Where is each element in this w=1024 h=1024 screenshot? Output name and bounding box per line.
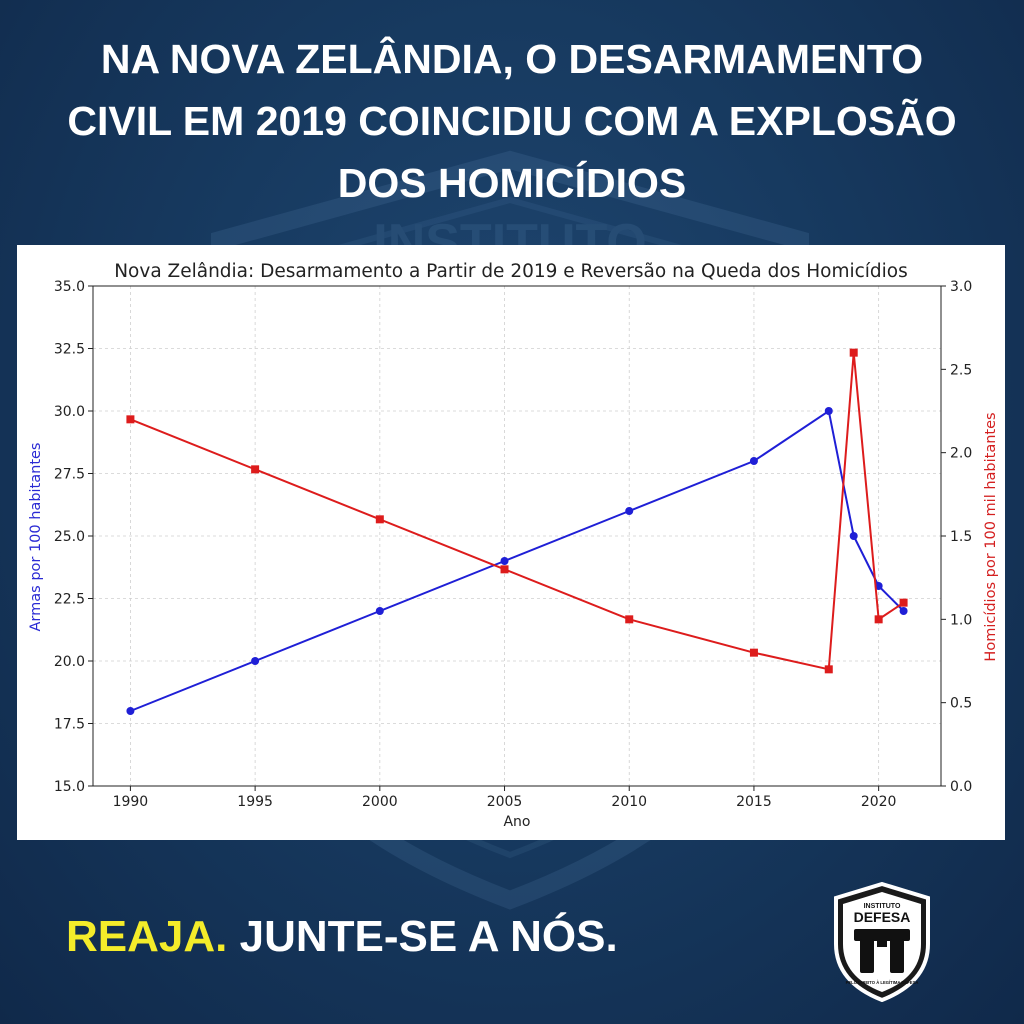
series-homicidios-point [874,615,883,624]
series-homicidios-point [625,615,634,624]
headline-line-3: DOS HOMICÍDIOS [337,160,687,206]
logo-top-text: INSTITUTO [864,903,901,910]
axes-layer: 1990 1995 2000 2005 2010 2015 2020 15.0 17.5 20.0… [54,279,972,810]
chart-card: 1990 1995 2000 2005 2010 2015 2020 15.0 17.5 20.0… [17,245,1005,840]
x-tick-label: 2000 [362,794,398,810]
x-tick-label: 2020 [861,794,897,810]
y-left-tick-label: 22.5 [54,592,85,608]
series-homicidios-point [849,348,858,357]
grid-layer [93,285,941,787]
series-armas-line [130,409,905,712]
logo-name: DEFESA [854,909,911,925]
instituto-defesa-logo: INSTITUTO DEFESA PELO DIREITO À LEGÍTIMA… [834,882,930,1002]
series-armas-point [500,557,509,565]
series-armas-point [126,707,135,715]
series-armas-point [899,607,908,615]
y-left-tick-label: 17.5 [54,717,85,733]
series-homicidios-point [824,665,833,674]
y-right-tick-label: 0.0 [950,779,972,795]
call-to-action-accent: REAJA. [66,912,228,961]
series-homicidios-point [126,415,135,424]
y-right-tick-label: 1.5 [950,529,972,545]
y-left-tick-label: 15.0 [54,779,85,795]
y-left-tick-label: 32.5 [54,342,85,358]
y-left-tick-label: 30.0 [54,404,85,420]
series-armas-point [251,657,260,665]
y-left-tick-label: 27.5 [54,467,85,483]
logo-motto: PELO DIREITO À LEGÍTIMA DEFESA [846,980,919,985]
series-homicidios-point [500,565,509,574]
series-homicidios-point [749,648,758,657]
call-to-action: REAJA. JUNTE-SE A NÓS. [66,912,618,962]
y-left-tick-label: 35.0 [54,279,85,295]
series-homicidios-line [130,352,905,671]
series-armas-point [749,457,758,465]
series-homicidios-point [251,465,260,474]
headline-line-2: CIVIL EM 2019 COINCIDIU COM A EXPLOSÃO [67,98,957,144]
y-axis-right-label: Homicídios por 100 mil habitantes [983,412,999,661]
series-armas-point [849,532,858,540]
series-homicidios-point [375,515,384,524]
x-tick-label: 1990 [113,794,149,810]
series-armas-point [375,607,384,615]
x-tick-label: 1995 [237,794,273,810]
series-armas-point [625,507,634,515]
headline: NA NOVA ZELÂNDIA, O DESARMAMENTO CIVIL E… [0,28,1024,214]
dual-axis-line-chart: 1990 1995 2000 2005 2010 2015 2020 15.0 17.5 20.0… [28,261,999,830]
y-right-tick-label: 0.5 [950,696,972,712]
y-left-tick-label: 20.0 [54,654,85,670]
chart-title: Nova Zelândia: Desarmamento a Partir de … [114,261,908,282]
series-layer [126,348,908,715]
y-axis-left-label: Armas por 100 habitantes [28,443,44,632]
x-tick-label: 2010 [611,794,647,810]
pistol-icon [854,929,910,973]
y-right-tick-label: 2.0 [950,446,972,462]
x-tick-label: 2005 [487,794,523,810]
y-right-tick-label: 1.0 [950,612,972,628]
y-left-tick-label: 25.0 [54,529,85,545]
x-tick-label: 2015 [736,794,772,810]
x-axis-label: Ano [503,814,530,830]
headline-line-1: NA NOVA ZELÂNDIA, O DESARMAMENTO [100,36,924,82]
series-homicidios-point [899,598,908,607]
series-armas-point [824,407,833,415]
y-right-tick-label: 2.5 [950,362,972,378]
y-right-tick-label: 3.0 [950,279,972,295]
call-to-action-text: JUNTE-SE A NÓS. [227,912,618,961]
